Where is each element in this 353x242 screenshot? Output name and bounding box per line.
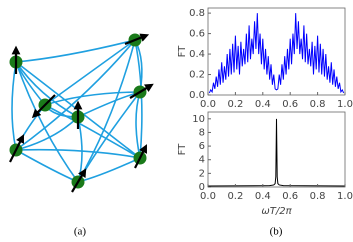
edge [11,61,17,151]
edge [135,91,141,159]
y-tick-label: 0.4 [189,49,205,60]
spin-arrow [129,83,154,99]
spin-arrow [134,144,147,169]
y-tick-label: 0.0 [189,90,205,101]
y-tick-label: 0.6 [189,29,205,40]
edge [44,91,141,106]
x-tick-label: 0.2 [227,99,243,110]
x-tick-label: 0.8 [310,99,326,110]
spectrum-line [207,118,346,187]
x-tick-label: 1.0 [337,99,353,110]
x-axis-label: ωT/2π [261,206,292,217]
x-tick-label: 0.6 [282,99,298,110]
edge [77,39,136,183]
panel-label: (a) [74,226,87,238]
x-tick-label: 0.4 [255,99,271,110]
edge [44,39,136,106]
y-axis-label: FT [177,45,188,58]
spin-arrow [31,94,56,119]
x-tick-label: 0.2 [227,191,243,202]
y-tick-label: 10 [192,114,205,125]
y-tick-label: 0 [199,182,205,193]
edge [15,61,79,118]
x-tick-label: 0.4 [255,191,271,202]
x-tick-label: 0.0 [200,99,216,110]
edge [15,39,136,151]
x-tick-label: 1.0 [337,191,353,202]
y-tick-label: 0.8 [189,8,205,19]
x-tick-label: 0.6 [282,191,298,202]
edge [44,104,141,159]
x-tick-label: 0.0 [200,191,216,202]
y-tick-label: 2 [199,168,205,179]
edge [15,148,141,159]
spin-arrow [71,168,87,193]
y-tick-label: 6 [199,141,205,152]
edge [15,39,136,63]
y-tick-label: 4 [199,155,205,166]
spin-network [9,33,154,193]
edge [77,91,141,183]
y-tick-label: 0.2 [189,70,205,81]
edge [15,149,79,183]
spin-arrow [9,134,24,163]
edge [15,61,79,183]
y-tick-label: 8 [199,127,205,138]
y-axis-label: FT [177,143,188,156]
panel-label: (b) [270,226,283,238]
edge [77,157,141,183]
spectrum-line [208,13,345,94]
spin-arrow [124,33,150,46]
plot-frame [207,7,346,96]
plot-frame [207,111,346,188]
x-tick-label: 0.8 [310,191,326,202]
